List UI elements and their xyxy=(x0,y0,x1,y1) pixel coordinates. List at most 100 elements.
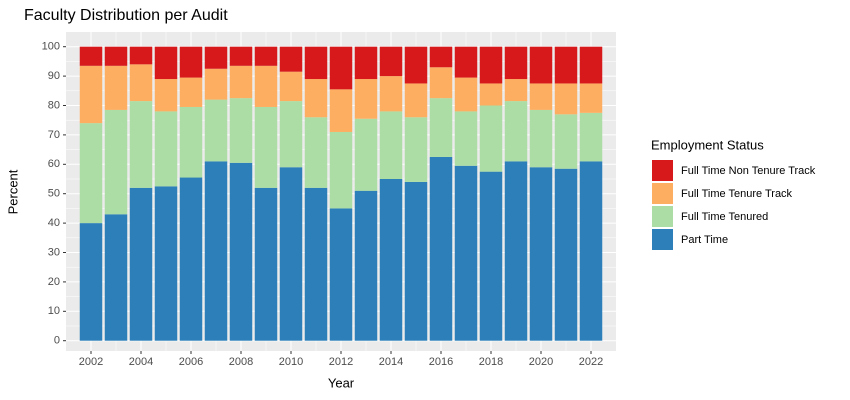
bar-segment xyxy=(429,98,453,157)
y-tick-label: 90 xyxy=(48,70,60,82)
bar-segment xyxy=(129,187,153,341)
x-tick-label: 2018 xyxy=(479,356,503,368)
bar-segment xyxy=(479,171,503,341)
bar-segment xyxy=(554,114,578,169)
x-tick-label: 2002 xyxy=(79,356,103,368)
bar-segment xyxy=(304,46,328,80)
bar-segment xyxy=(104,65,128,110)
bar-segment xyxy=(429,67,453,99)
bar-segment xyxy=(454,165,478,341)
bar-segment xyxy=(379,76,403,112)
y-tick-label: 100 xyxy=(42,41,60,53)
y-tick-label: 40 xyxy=(48,217,60,229)
bar-segment xyxy=(254,106,278,188)
bar-segment xyxy=(354,79,378,119)
bar-segment xyxy=(179,106,203,178)
bar-segment xyxy=(179,177,203,341)
bar-segment xyxy=(354,46,378,80)
bar-segment xyxy=(229,162,253,341)
bar-segment xyxy=(279,46,303,72)
bar-segment xyxy=(404,83,428,118)
bar-segment xyxy=(304,117,328,188)
bar-segment xyxy=(404,46,428,84)
bar-segment xyxy=(104,214,128,341)
legend-swatch xyxy=(652,229,673,250)
legend-swatch xyxy=(652,160,673,181)
bar-segment xyxy=(154,186,178,341)
y-axis-title: Percent xyxy=(5,169,20,214)
bar-segment xyxy=(154,111,178,187)
bar-segment xyxy=(479,83,503,106)
y-tick-label: 50 xyxy=(48,188,60,200)
bar-segment xyxy=(279,71,303,102)
bar-segment xyxy=(254,187,278,341)
x-axis-title: Year xyxy=(328,375,355,390)
bar-segment xyxy=(429,46,453,68)
legend-title: Employment Status xyxy=(651,137,764,152)
bar-segment xyxy=(129,46,153,65)
bar-segment xyxy=(554,83,578,115)
bar-segment xyxy=(504,101,528,162)
bar-segment xyxy=(379,179,403,341)
bar-segment xyxy=(229,46,253,66)
bar-segment xyxy=(354,118,378,191)
bar-segment xyxy=(479,105,503,172)
bar-segment xyxy=(154,79,178,112)
bar-segment xyxy=(79,223,103,341)
bar-segment xyxy=(329,131,353,209)
bar-segment xyxy=(129,64,153,102)
x-tick-label: 2006 xyxy=(179,356,203,368)
bar-segment xyxy=(304,79,328,118)
bar-segment xyxy=(104,109,128,215)
bar-segment xyxy=(454,111,478,166)
bar-segment xyxy=(554,46,578,84)
x-tick-label: 2016 xyxy=(429,356,453,368)
x-tick-label: 2014 xyxy=(379,356,403,368)
y-tick-label: 60 xyxy=(48,158,60,170)
bar-segment xyxy=(529,109,553,168)
x-tick-label: 2012 xyxy=(329,356,353,368)
bar-segment xyxy=(504,46,528,80)
bar-segment xyxy=(204,46,228,69)
bar-segment xyxy=(329,89,353,132)
x-tick-label: 2004 xyxy=(129,356,153,368)
bar-segment xyxy=(179,77,203,107)
bar-segment xyxy=(304,187,328,341)
bar-segment xyxy=(429,156,453,341)
bar-segment xyxy=(179,46,203,78)
bar-segment xyxy=(204,99,228,162)
bar-segment xyxy=(104,46,128,66)
bar-segment xyxy=(404,117,428,182)
bar-segment xyxy=(554,168,578,341)
bar-segment xyxy=(479,46,503,84)
chart-title: Faculty Distribution per Audit xyxy=(24,7,228,24)
y-tick-label: 70 xyxy=(48,129,60,141)
bar-segment xyxy=(379,46,403,77)
y-tick-label: 30 xyxy=(48,246,60,258)
y-tick-label: 0 xyxy=(54,335,60,347)
bar-segment xyxy=(329,208,353,341)
bar-segment xyxy=(129,101,153,188)
bar-segment xyxy=(154,46,178,80)
legend-swatch xyxy=(652,206,673,227)
bar-segment xyxy=(454,46,478,78)
bar-segment xyxy=(454,77,478,112)
bar-segment xyxy=(254,46,278,66)
legend-label: Part Time xyxy=(681,234,728,246)
bar-segment xyxy=(204,161,228,341)
x-tick-label: 2022 xyxy=(579,356,603,368)
x-tick-label: 2010 xyxy=(279,356,303,368)
bar-segment xyxy=(504,161,528,341)
legend-label: Full Time Tenure Track xyxy=(681,188,793,200)
y-tick-label: 80 xyxy=(48,99,60,111)
bar-segment xyxy=(79,123,103,224)
bar-segment xyxy=(79,65,103,124)
bar-segment xyxy=(254,65,278,107)
bar-segment xyxy=(579,112,603,162)
bar-segment xyxy=(529,46,553,84)
bar-segment xyxy=(404,181,428,341)
bar-segment xyxy=(529,167,553,341)
legend-swatch xyxy=(652,183,673,204)
bar-segment xyxy=(229,65,253,99)
